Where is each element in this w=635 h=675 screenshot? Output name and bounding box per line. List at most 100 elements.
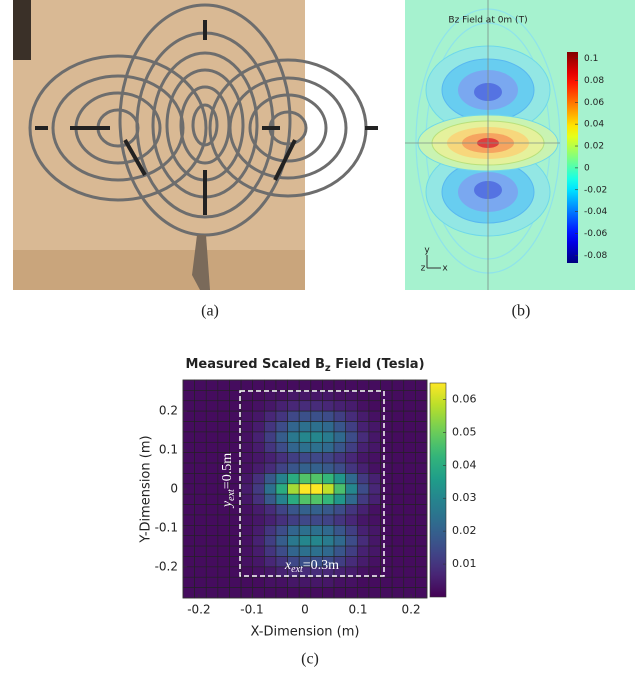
heatmap-cell — [240, 431, 254, 443]
heatmap-cell — [380, 545, 393, 557]
heatmap-cell — [194, 556, 207, 568]
heatmap-cell — [415, 566, 428, 578]
heatmap-cell — [264, 525, 277, 537]
heatmap-cell — [391, 493, 405, 505]
heatmap-cell — [287, 587, 300, 599]
axis-label: x — [442, 264, 448, 274]
heatmap-cell — [287, 535, 300, 547]
heatmap-cell — [194, 379, 207, 391]
heatmap-cell — [380, 431, 393, 443]
heatmap-cell — [368, 441, 381, 453]
heatmap-cell — [217, 379, 230, 391]
colorbar-tick-label: 0.04 — [584, 120, 604, 130]
axis-label: z — [421, 264, 426, 274]
heatmap-cell — [333, 525, 346, 537]
heatmap-cell — [391, 379, 405, 391]
heatmap-cell — [368, 576, 381, 588]
heatmap-cell — [217, 525, 230, 537]
heatmap-cell — [310, 379, 323, 391]
heatmap-cell — [333, 493, 346, 505]
chart-title: Bz Field at 0m (T) — [448, 16, 527, 26]
heatmap-cell — [368, 514, 381, 526]
heatmap-cell — [275, 441, 288, 453]
heatmap-cell — [415, 535, 428, 547]
heatmap-cell — [403, 410, 416, 422]
colorbar-tick-label: -0.04 — [584, 207, 608, 217]
heatmap-cell — [229, 576, 242, 588]
heatmap-cell — [205, 576, 219, 588]
heatmap-cell — [391, 535, 405, 547]
heatmap-cell — [391, 462, 405, 474]
heatmap-cell — [205, 525, 219, 537]
heatmap-cell — [380, 441, 393, 453]
heatmap-cell — [252, 431, 265, 443]
heatmap-cell — [368, 431, 381, 443]
heatmap-cell — [356, 587, 370, 599]
heatmap-cell — [415, 576, 428, 588]
heatmap-cell — [287, 452, 300, 464]
heatmap-cell — [275, 400, 288, 412]
heatmap-cell — [287, 410, 300, 422]
heatmap-cell — [391, 431, 405, 443]
heatmap-cell — [240, 400, 254, 412]
heatmap-cell — [322, 410, 335, 422]
heatmap-cell — [310, 410, 323, 422]
heatmap-cell — [252, 379, 265, 391]
heatmap-cell — [182, 390, 195, 402]
x-axis-label: X-Dimension (m) — [251, 625, 360, 640]
heatmap-cell — [182, 566, 195, 578]
heatmap-cell — [275, 462, 288, 474]
heatmap-cell — [415, 410, 428, 422]
caption: (a) — [201, 303, 219, 320]
heatmap-cell — [217, 587, 230, 599]
heatmap-cell — [275, 379, 288, 391]
heatmap-cell — [415, 545, 428, 557]
heatmap-cell — [205, 390, 219, 402]
heatmap-cell — [310, 535, 323, 547]
heatmap-cell — [356, 379, 370, 391]
heatmap-cell — [298, 483, 312, 495]
heatmap-cell — [205, 379, 219, 391]
heatmap-cell — [205, 493, 219, 505]
heatmap-cell — [205, 400, 219, 412]
colorbar-tick-label: 0.06 — [584, 98, 604, 108]
heatmap-cell — [380, 462, 393, 474]
heatmap-cell — [194, 400, 207, 412]
heatmap-cell — [322, 400, 335, 412]
heatmap-cell — [194, 462, 207, 474]
heatmap-cell — [194, 493, 207, 505]
heatmap-cell — [205, 441, 219, 453]
colorbar-tick-label: 0.03 — [452, 491, 477, 504]
heatmap-cell — [275, 410, 288, 422]
heatmap-cell — [298, 473, 312, 485]
heatmap-cell — [264, 504, 277, 516]
heatmap-cell — [182, 431, 195, 443]
heatmap-cell — [380, 535, 393, 547]
title-part: Measured Scaled B — [185, 357, 324, 372]
heatmap-cell — [310, 462, 323, 474]
heatmap-cell — [194, 390, 207, 402]
heatmap-cell — [356, 576, 370, 588]
heatmap-cell — [194, 441, 207, 453]
heatmap-cell — [403, 525, 416, 537]
heatmap-cell — [380, 493, 393, 505]
heatmap-cell — [310, 473, 323, 485]
heatmap-cell — [182, 525, 195, 537]
heatmap-cell — [240, 390, 254, 402]
photo — [13, 0, 378, 290]
heatmap-cell — [252, 441, 265, 453]
heatmap-cell — [403, 441, 416, 453]
heatmap-cell — [240, 421, 254, 433]
heatmap-cell — [345, 410, 358, 422]
heatmap-cell — [287, 576, 300, 588]
heatmap-cell — [415, 421, 428, 433]
heatmap-cell — [380, 421, 393, 433]
heatmap-cell — [298, 462, 312, 474]
heatmap-cell — [333, 441, 346, 453]
heatmap-cell — [403, 379, 416, 391]
heatmap-cell — [368, 587, 381, 599]
contour-image — [405, 0, 635, 290]
heatmap-cell — [182, 514, 195, 526]
heatmap-cell — [368, 421, 381, 433]
heatmap-cell — [217, 545, 230, 557]
